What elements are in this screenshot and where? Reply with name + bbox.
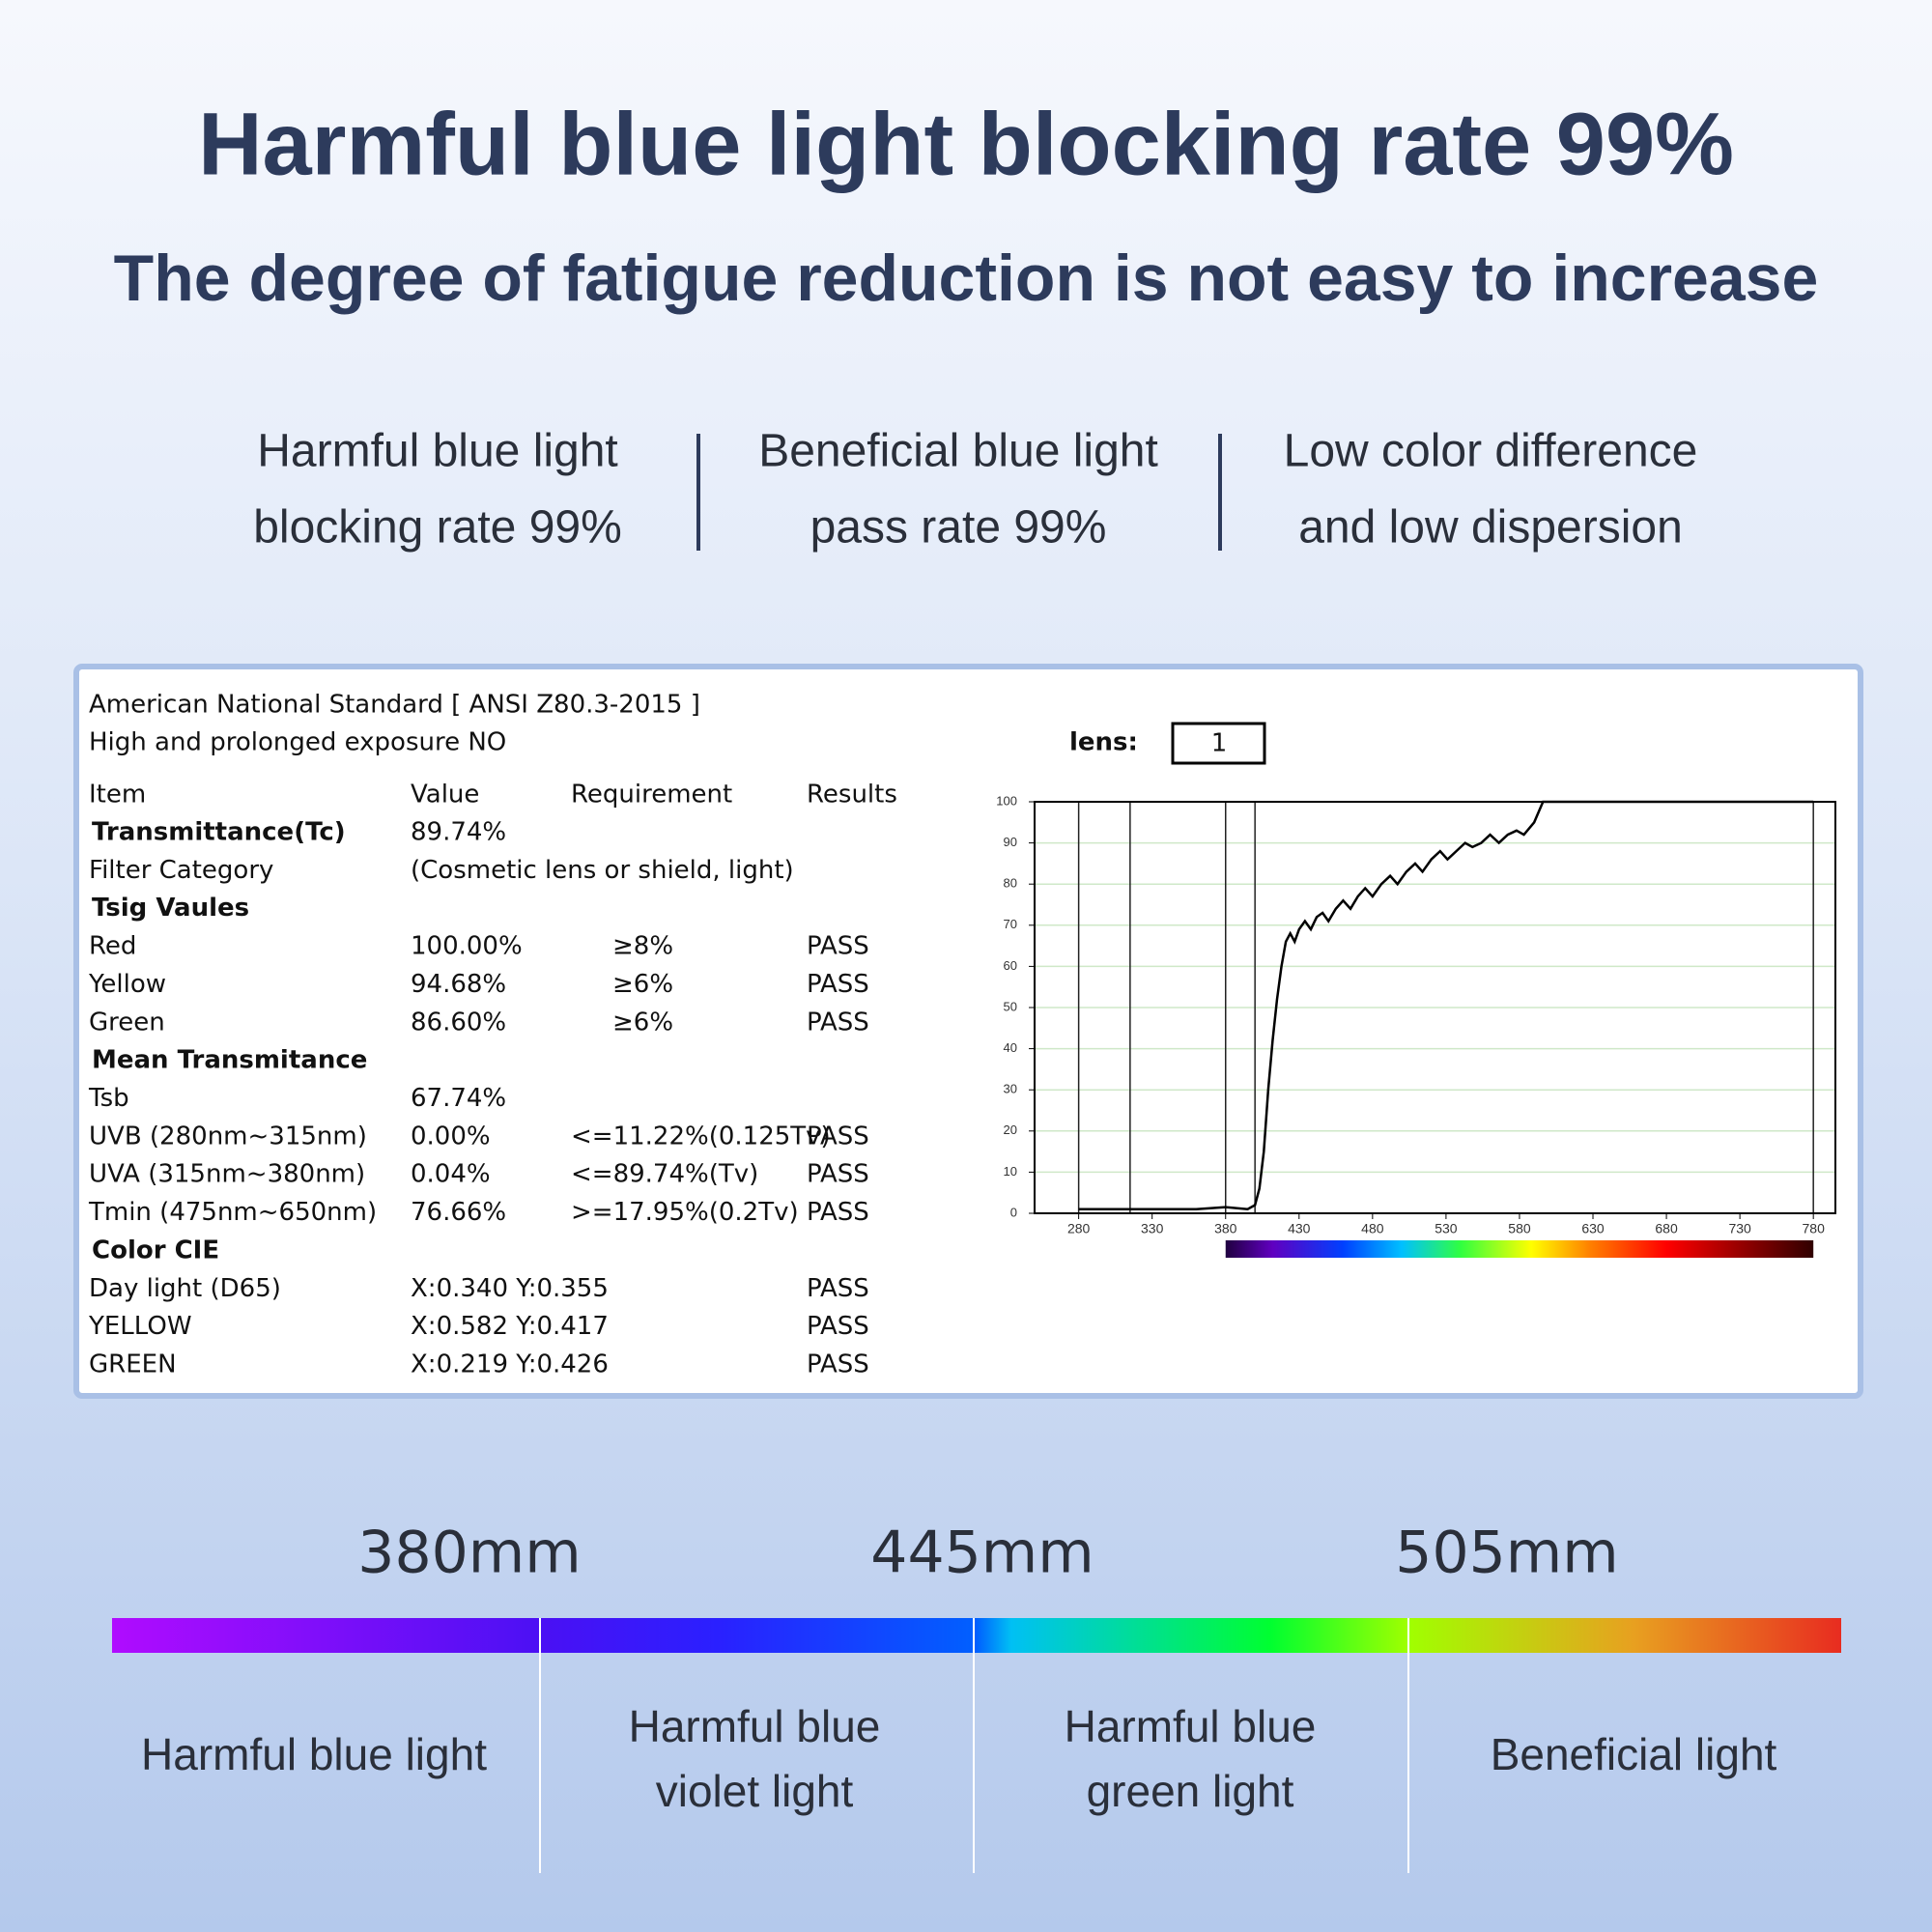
lens-box (1171, 722, 1266, 765)
value: 89.74% (411, 818, 506, 847)
item: GREEN (89, 1350, 177, 1379)
exposure: High and prolonged exposure NO (89, 728, 506, 757)
result: PASS (807, 1122, 869, 1151)
item: Day light (D65) (89, 1274, 281, 1303)
section-label: Mean Transmitance (92, 1046, 367, 1075)
feature-text: Low color difference (1284, 426, 1698, 477)
requirement: ≥8% (612, 932, 673, 961)
feature-text: pass rate 99% (810, 502, 1107, 554)
title: Harmful blue light blocking rate 99% (198, 95, 1734, 193)
y-tick-label: 30 (1004, 1082, 1017, 1096)
y-tick-label: 90 (1004, 835, 1017, 849)
requirement: >=17.95%(0.2Tv) (571, 1198, 799, 1227)
y-tick-label: 100 (996, 793, 1017, 808)
x-tick-label: 280 (1067, 1221, 1091, 1236)
y-tick-label: 80 (1004, 876, 1017, 891)
result: PASS (807, 1312, 869, 1341)
region-label: green light (1087, 1766, 1294, 1816)
value: 100.00% (411, 932, 523, 961)
feature-text: blocking rate 99% (253, 502, 622, 554)
x-tick-label: 480 (1361, 1221, 1384, 1236)
requirement: <=89.74%(Tv) (571, 1160, 758, 1189)
feature-text: and low dispersion (1298, 502, 1683, 554)
item: UVA (315nm~380nm) (89, 1160, 365, 1189)
spectrum-colorbar (1225, 1240, 1814, 1258)
table-header: Requirement (571, 781, 732, 810)
result: PASS (807, 1160, 869, 1189)
section-label: Transmittance(Tc) (92, 818, 346, 847)
feature-text: Harmful blue light (257, 426, 618, 477)
lens-label: lens: (1069, 728, 1138, 757)
plot-frame (1034, 801, 1836, 1214)
x-tick-label: 330 (1141, 1221, 1164, 1236)
x-tick-label: 430 (1288, 1221, 1311, 1236)
result: PASS (807, 1274, 869, 1303)
spectrum-bar (112, 1618, 1841, 1653)
standard: American National Standard [ ANSI Z80.3-… (89, 691, 700, 720)
value: 0.00% (411, 1122, 491, 1151)
section-label: Color CIE (92, 1236, 219, 1264)
y-tick-label: 60 (1004, 958, 1017, 973)
requirement: ≥6% (612, 1008, 673, 1037)
requirement: <=11.22%(0.125Tv) (571, 1122, 831, 1151)
region-label: Harmful blue light (141, 1729, 487, 1779)
value: 94.68% (411, 970, 506, 999)
y-tick-label: 40 (1004, 1040, 1017, 1055)
result: PASS (807, 932, 869, 961)
result: PASS (807, 1008, 869, 1037)
table-header: Item (89, 781, 146, 810)
y-tick-label: 0 (1010, 1205, 1017, 1219)
feature-text: Beneficial blue light (758, 426, 1158, 477)
result: PASS (807, 1350, 869, 1379)
value: X:0.219 Y:0.426 (411, 1350, 609, 1379)
y-tick-label: 10 (1004, 1164, 1017, 1179)
item: Tsb (88, 1084, 129, 1113)
report-panel (73, 664, 1863, 1399)
x-tick-label: 380 (1214, 1221, 1237, 1236)
region-label: Beneficial light (1491, 1729, 1777, 1779)
value: X:0.340 Y:0.355 (411, 1274, 609, 1303)
wavelength-label: 505mm (1395, 1520, 1618, 1587)
item: Green (89, 1008, 165, 1037)
value: 86.60% (411, 1008, 506, 1037)
item: Tmin (475nm~650nm) (88, 1198, 377, 1227)
region-label: violet light (656, 1766, 854, 1816)
value: X:0.582 Y:0.417 (411, 1312, 609, 1341)
value: 67.74% (411, 1084, 506, 1113)
wavelength-label: 380mm (357, 1520, 581, 1587)
subtitle: The degree of fatigue reduction is not e… (114, 242, 1819, 315)
lens-value: 1 (1211, 729, 1228, 758)
item: UVB (280nm~315nm) (89, 1122, 367, 1151)
x-tick-label: 780 (1803, 1221, 1826, 1236)
item: Red (89, 932, 136, 961)
table-header: Results (807, 781, 897, 810)
x-tick-label: 580 (1508, 1221, 1531, 1236)
y-tick-label: 70 (1004, 917, 1017, 931)
x-tick-label: 530 (1435, 1221, 1458, 1236)
section-label: Tsig Vaules (92, 894, 249, 923)
value: (Cosmetic lens or shield, light) (411, 856, 794, 885)
result: PASS (807, 1198, 869, 1227)
region-label: Harmful blue (629, 1701, 881, 1751)
x-tick-label: 680 (1655, 1221, 1678, 1236)
item: Yellow (88, 970, 166, 999)
requirement: ≥6% (612, 970, 673, 999)
value: 0.04% (411, 1160, 491, 1189)
region-label: Harmful blue (1065, 1701, 1317, 1751)
x-tick-label: 630 (1581, 1221, 1605, 1236)
transmittance-curve (1078, 800, 1814, 1211)
wavelength-label: 445mm (870, 1520, 1094, 1587)
item: YELLOW (88, 1312, 192, 1341)
y-tick-label: 20 (1004, 1122, 1017, 1137)
x-tick-label: 730 (1728, 1221, 1751, 1236)
result: PASS (807, 970, 869, 999)
y-tick-label: 50 (1004, 999, 1017, 1013)
table-header: Value (411, 781, 479, 810)
value: 76.66% (411, 1198, 506, 1227)
item: Filter Category (89, 856, 273, 885)
